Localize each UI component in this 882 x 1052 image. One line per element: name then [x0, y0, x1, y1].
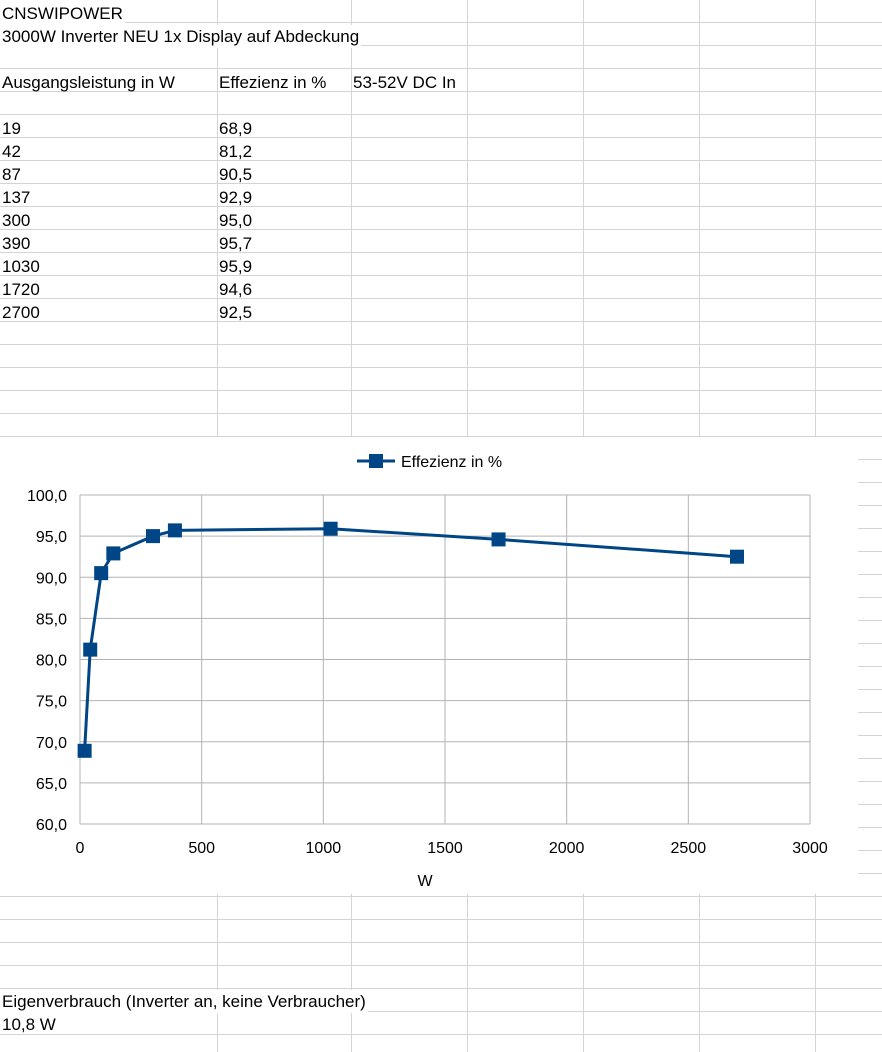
cell-efficiency-9[interactable]: 92,5: [219, 303, 253, 322]
data-point-marker: [730, 549, 744, 564]
row-divider: [0, 896, 882, 897]
chart-svg: 100,0 95,0 90,0 85,0 80,0 75,0 70,0 65,0 60,0 0 5…: [27, 454, 828, 890]
efficiency-chart[interactable]: 100,0 95,0 90,0 85,0 80,0 75,0 70,0 65,0 60,0 0 5…: [0, 437, 858, 894]
data-point-marker: [94, 566, 109, 581]
data-point-marker: [83, 642, 98, 657]
y-tick-label: 65,0: [36, 776, 67, 793]
cell-efficiency-6[interactable]: 95,7: [219, 234, 253, 253]
y-tick-label: 60,0: [36, 817, 67, 834]
row-divider: [0, 390, 882, 391]
x-axis-title: W: [417, 873, 433, 890]
cell-power-5[interactable]: 300: [2, 211, 31, 230]
cell-power-9[interactable]: 2700: [2, 303, 40, 322]
row-divider: [0, 68, 882, 69]
header-efficiency[interactable]: Effezienz in %: [219, 73, 327, 92]
cell-power-7[interactable]: 1030: [2, 257, 40, 276]
row-divider: [0, 965, 882, 966]
row-divider: [0, 114, 882, 115]
y-tick-label: 75,0: [36, 694, 67, 711]
data-point-marker: [323, 521, 338, 536]
row-divider: [0, 45, 882, 46]
row-divider: [0, 344, 882, 345]
row-divider: [0, 413, 882, 414]
cell-efficiency-3[interactable]: 90,5: [219, 165, 253, 184]
cell-power-3[interactable]: 87: [2, 165, 21, 184]
row-divider: [0, 367, 882, 368]
data-point-marker: [491, 532, 506, 547]
row-divider: [0, 321, 882, 322]
y-tick-label: 95,0: [36, 529, 67, 546]
row-divider: [0, 252, 882, 253]
x-tick-label: 3000: [792, 840, 828, 857]
row-divider: [0, 160, 882, 161]
cell-title[interactable]: CNSWIPOWER: [0, 2, 125, 25]
chart-gridlines: [79, 494, 811, 825]
cell-efficiency-7[interactable]: 95,9: [219, 257, 253, 276]
cell-idle-consumption-value[interactable]: 10,8 W: [2, 1015, 56, 1034]
cell-power-1[interactable]: 19: [2, 119, 21, 138]
data-point-marker: [106, 546, 121, 561]
row-divider: [0, 988, 882, 989]
cell-idle-consumption-label[interactable]: Eigenverbrauch (Inverter an, keine Verbr…: [0, 990, 368, 1013]
y-axis-tick-labels: 100,0 95,0 90,0 85,0 80,0 75,0 70,0 65,0 60,0: [27, 488, 67, 834]
x-tick-label: 0: [76, 840, 85, 857]
cell-efficiency-5[interactable]: 95,0: [219, 211, 253, 230]
data-point-marker: [167, 523, 182, 538]
cell-efficiency-2[interactable]: 81,2: [219, 142, 253, 161]
cell-power-8[interactable]: 1720: [2, 280, 40, 299]
row-divider: [0, 436, 882, 437]
row-divider: [0, 1011, 882, 1012]
row-divider: [0, 919, 882, 920]
row-divider: [0, 229, 882, 230]
cell-subtitle[interactable]: 3000W Inverter NEU 1x Display auf Abdeck…: [0, 25, 362, 48]
legend-marker: [369, 454, 383, 468]
chart-data-points: [77, 521, 744, 758]
cell-efficiency-4[interactable]: 92,9: [219, 188, 253, 207]
row-divider: [0, 137, 882, 138]
row-divider: [0, 275, 882, 276]
y-tick-label: 85,0: [36, 611, 67, 628]
x-tick-label: 1000: [306, 840, 342, 857]
row-divider: [0, 91, 882, 92]
data-point-marker: [77, 743, 92, 758]
legend-label: Effezienz in %: [401, 454, 502, 471]
y-tick-label: 70,0: [36, 735, 67, 752]
data-point-marker: [146, 529, 160, 544]
row-divider: [0, 22, 882, 23]
cell-efficiency-1[interactable]: 68,9: [219, 119, 253, 138]
cell-power-2[interactable]: 42: [2, 142, 21, 161]
cell-efficiency-8[interactable]: 94,6: [219, 280, 253, 299]
chart-legend: Effezienz in %: [357, 454, 502, 471]
row-divider: [0, 298, 882, 299]
header-output-power[interactable]: Ausgangsleistung in W: [2, 73, 175, 92]
y-tick-label: 100,0: [27, 488, 67, 505]
cell-power-4[interactable]: 137: [2, 188, 31, 207]
row-divider: [0, 942, 882, 943]
chart-series-lines: [83, 527, 738, 751]
x-tick-label: 500: [188, 840, 215, 857]
x-tick-label: 2500: [671, 840, 707, 857]
row-divider: [0, 1034, 882, 1035]
x-axis-tick-labels: 0 500 1000 1500 2000 2500 3000: [76, 840, 828, 857]
row-divider: [0, 183, 882, 184]
header-dc-input[interactable]: 53-52V DC In: [353, 73, 456, 92]
x-tick-label: 2000: [549, 840, 585, 857]
x-tick-label: 1500: [427, 840, 463, 857]
y-tick-label: 90,0: [36, 570, 67, 587]
cell-power-6[interactable]: 390: [2, 234, 31, 253]
y-tick-label: 80,0: [36, 653, 67, 670]
series-line: [83, 527, 738, 751]
row-divider: [0, 206, 882, 207]
